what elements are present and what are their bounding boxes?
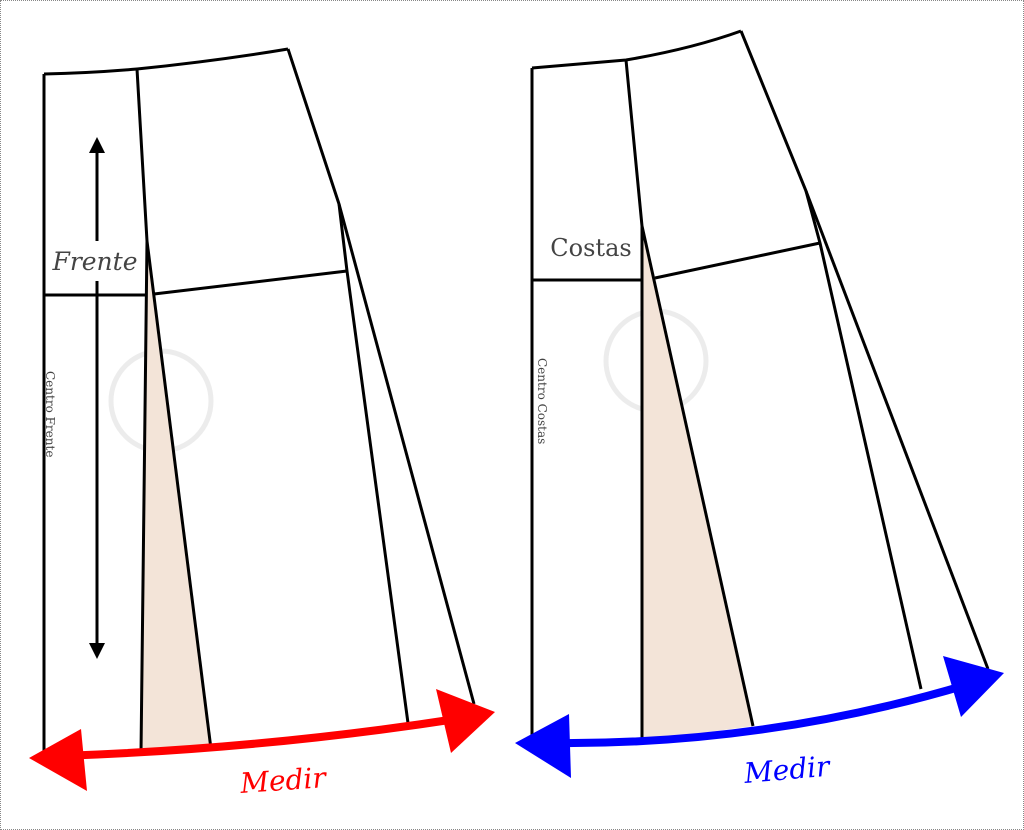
front-hip-line-right	[153, 269, 348, 296]
front-measure-arrow	[29, 689, 495, 791]
back-flare-line	[804, 190, 990, 670]
center-back-label: Centro Costas	[535, 358, 549, 444]
center-front-label: Centro Frente	[43, 371, 57, 457]
back-dart-edge	[640, 225, 755, 727]
front-dart-edge	[145, 240, 213, 750]
front-label: Frente	[51, 247, 137, 276]
front-piece: Frente Centro Frente Medir	[29, 47, 495, 800]
front-dart-fill	[141, 241, 211, 753]
back-measure-label: Medir	[742, 750, 833, 791]
front-measure-label: Medir	[238, 761, 328, 800]
back-side-seam	[739, 30, 923, 690]
grainline-arrow	[89, 137, 105, 659]
back-measure-arrow	[515, 656, 1004, 778]
front-flare-line	[337, 203, 476, 705]
watermark-logo	[108, 308, 709, 454]
back-waist-line	[531, 29, 742, 70]
front-waist-line	[43, 47, 289, 76]
front-side-seam	[286, 48, 410, 724]
back-hip-line-right	[654, 241, 821, 280]
back-label: Costas	[550, 234, 631, 262]
back-piece: Costas Centro Costas Medir	[515, 29, 1004, 791]
